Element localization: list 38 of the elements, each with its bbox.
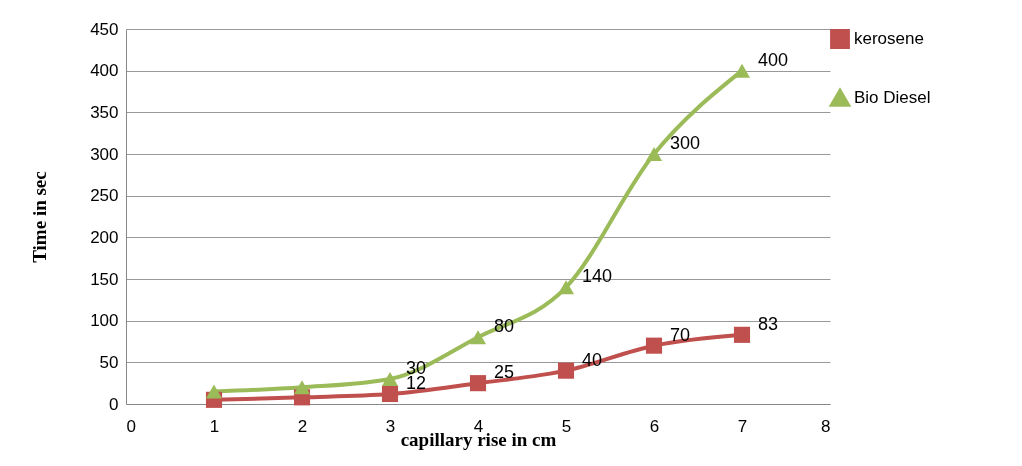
data-label: 300 <box>670 133 701 153</box>
y-tick-label: 200 <box>90 227 119 247</box>
x-tick-label: 7 <box>737 416 748 436</box>
x-tick-label: 2 <box>297 416 308 436</box>
legend-label: kerosene <box>854 29 924 48</box>
point <box>645 147 663 161</box>
data-label: 70 <box>670 324 691 345</box>
x-tick-label: 1 <box>209 416 220 436</box>
data-label: 25 <box>494 362 515 383</box>
point <box>293 380 311 395</box>
y-tick-label: 50 <box>99 352 119 372</box>
x-tick-label: 3 <box>385 416 396 436</box>
legend-label: Bio Diesel <box>854 88 931 107</box>
data-label: 140 <box>582 266 613 287</box>
y-tick-label: 450 <box>90 19 119 39</box>
y-tick-label: 100 <box>90 311 119 331</box>
point <box>557 362 575 379</box>
point <box>469 375 487 392</box>
point <box>205 384 223 399</box>
point <box>733 326 751 343</box>
y-tick-label: 150 <box>90 269 119 289</box>
y-tick-label: 350 <box>90 102 119 122</box>
point <box>381 385 399 403</box>
data-label: 83 <box>758 313 779 334</box>
x-tick-label: 5 <box>561 416 572 436</box>
y-tick-label: 400 <box>90 61 119 81</box>
point <box>381 372 399 386</box>
y-tick-label: 250 <box>90 186 119 206</box>
data-label: 400 <box>758 49 789 70</box>
point <box>645 337 663 354</box>
x-tick-label: 6 <box>649 416 660 436</box>
point <box>469 330 487 345</box>
y-axis-title: Time in sec <box>29 171 51 263</box>
x-tick-label: 0 <box>126 416 136 436</box>
y-tick-label: 300 <box>90 144 119 164</box>
y-tick-label: 0 <box>109 394 119 414</box>
x-tick-label: 8 <box>821 416 831 436</box>
data-label: 12 <box>406 373 427 393</box>
